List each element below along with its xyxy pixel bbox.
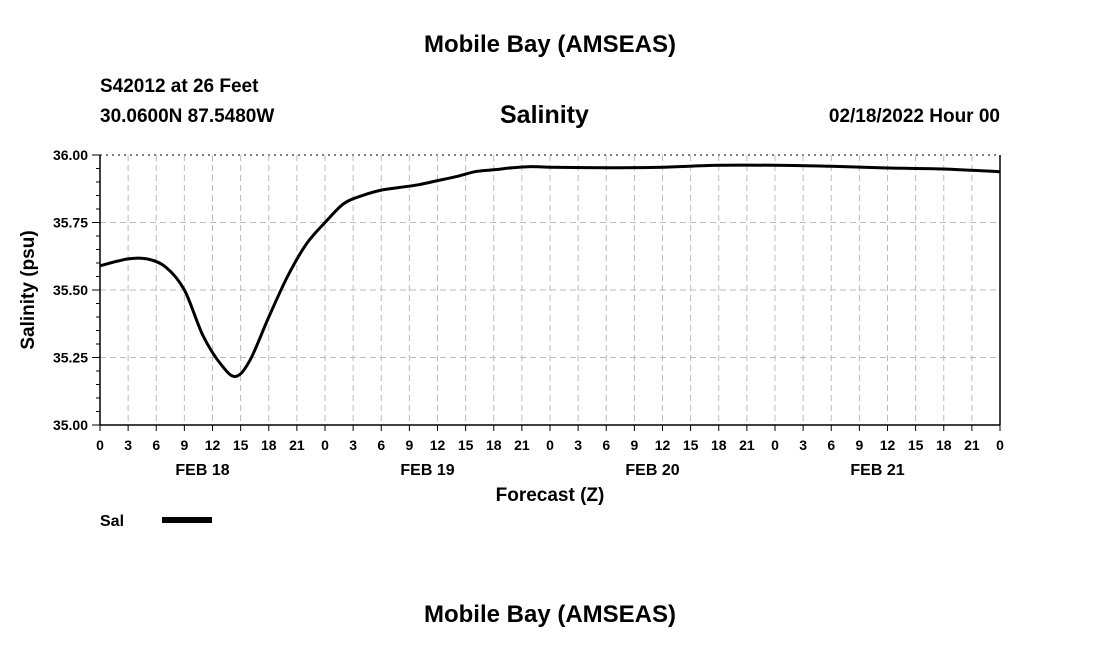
x-axis-label: Forecast (Z) bbox=[496, 485, 605, 506]
legend-label: Sal bbox=[100, 513, 124, 530]
x-tick-label: 9 bbox=[405, 437, 413, 453]
coordinates-label: 30.0600N 87.5480W bbox=[100, 106, 275, 127]
x-tick-label: 12 bbox=[655, 437, 671, 453]
x-tick-label: 9 bbox=[855, 437, 863, 453]
y-axis-label: Salinity (psu) bbox=[18, 230, 39, 349]
y-tick-label: 35.25 bbox=[53, 350, 88, 366]
forecast-datetime: 02/18/2022 Hour 00 bbox=[828, 106, 1000, 127]
y-tick-label: 35.00 bbox=[53, 417, 88, 433]
x-tick-label: 18 bbox=[261, 437, 277, 453]
x-tick-label: 6 bbox=[377, 437, 385, 453]
y-tick-label: 35.50 bbox=[53, 282, 88, 298]
x-tick-label: 12 bbox=[430, 437, 446, 453]
series-line-sal bbox=[99, 163, 1001, 378]
x-tick-label: 21 bbox=[739, 437, 755, 453]
y-tick-label: 35.75 bbox=[53, 215, 88, 231]
x-tick-label: 15 bbox=[908, 437, 924, 453]
x-tick-label: 15 bbox=[233, 437, 249, 453]
x-day-label: FEB 18 bbox=[175, 462, 229, 479]
x-day-label: FEB 21 bbox=[850, 462, 904, 479]
page-title: Mobile Bay (AMSEAS) bbox=[423, 31, 677, 58]
x-tick-label: 18 bbox=[936, 437, 952, 453]
station-label: S42012 at 26 Feet bbox=[100, 76, 259, 97]
y-tick-label: 36.00 bbox=[53, 147, 88, 163]
x-tick-label: 3 bbox=[124, 437, 132, 453]
x-tick-label: 0 bbox=[771, 437, 779, 453]
x-tick-label: 6 bbox=[152, 437, 160, 453]
x-tick-label: 0 bbox=[321, 437, 329, 453]
x-tick-label: 0 bbox=[996, 437, 1004, 453]
x-tick-label: 9 bbox=[180, 437, 188, 453]
x-tick-label: 3 bbox=[349, 437, 357, 453]
x-tick-label: 6 bbox=[827, 437, 835, 453]
x-tick-label: 12 bbox=[205, 437, 221, 453]
x-tick-label: 9 bbox=[630, 437, 638, 453]
x-tick-label: 3 bbox=[574, 437, 582, 453]
x-tick-label: 21 bbox=[964, 437, 980, 453]
x-tick-label: 15 bbox=[458, 437, 474, 453]
x-tick-label: 18 bbox=[711, 437, 727, 453]
x-tick-label: 0 bbox=[96, 437, 104, 453]
x-tick-label: 15 bbox=[683, 437, 699, 453]
x-tick-label: 12 bbox=[880, 437, 896, 453]
footer-title: Mobile Bay (AMSEAS) bbox=[423, 601, 677, 628]
x-day-label: FEB 19 bbox=[400, 462, 454, 479]
x-tick-label: 3 bbox=[799, 437, 807, 453]
x-day-label: FEB 20 bbox=[625, 462, 679, 479]
x-tick-label: 0 bbox=[546, 437, 554, 453]
x-tick-label: 6 bbox=[602, 437, 610, 453]
x-tick-label: 21 bbox=[514, 437, 530, 453]
chart-title: Salinity bbox=[500, 101, 589, 129]
x-tick-label: 18 bbox=[486, 437, 502, 453]
x-tick-label: 21 bbox=[289, 437, 305, 453]
